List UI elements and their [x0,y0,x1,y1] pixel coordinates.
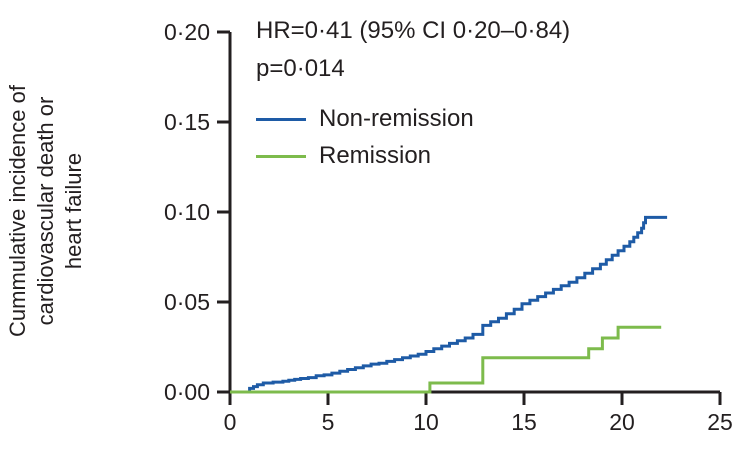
legend-label-non-remission: Non-remission [319,105,474,132]
x-tick-label: 20 [609,409,635,435]
y-tick-label: 0·20 [163,19,210,45]
x-tick-label: 15 [511,409,537,435]
y-tick-label: 0·05 [163,289,210,315]
y-axis-title: Cummulative incidence of cardiovascular … [4,1,88,421]
y-axis-title-line-3: heart failure [61,152,86,270]
x-tick-label: 25 [707,409,733,435]
x-tick-label: 0 [223,409,237,435]
y-axis-title-line-2: cardiovascular death or [33,96,58,326]
legend: Non-remission Remission [256,105,474,170]
legend-item-non-remission: Non-remission [256,105,474,133]
hazard-ratio-annotation: HR=0·41 (95% CI 0·20–0·84) [256,17,571,44]
remission-line-swatch [256,154,306,158]
y-tick-label: 0·10 [163,199,210,225]
legend-label-remission: Remission [319,142,432,169]
legend-item-remission: Remission [256,142,474,170]
non-remission-curve [230,215,668,394]
non-remission-line-swatch [256,117,306,121]
y-axis-title-line-1: Cummulative incidence of [5,85,30,337]
y-tick-label: 0·00 [163,379,210,405]
x-tick-label: 10 [413,409,439,435]
p-value-annotation: p=0·014 [256,55,345,82]
x-tick-label: 5 [321,409,335,435]
y-tick-label: 0·15 [163,109,210,135]
remission-curve [230,325,662,394]
